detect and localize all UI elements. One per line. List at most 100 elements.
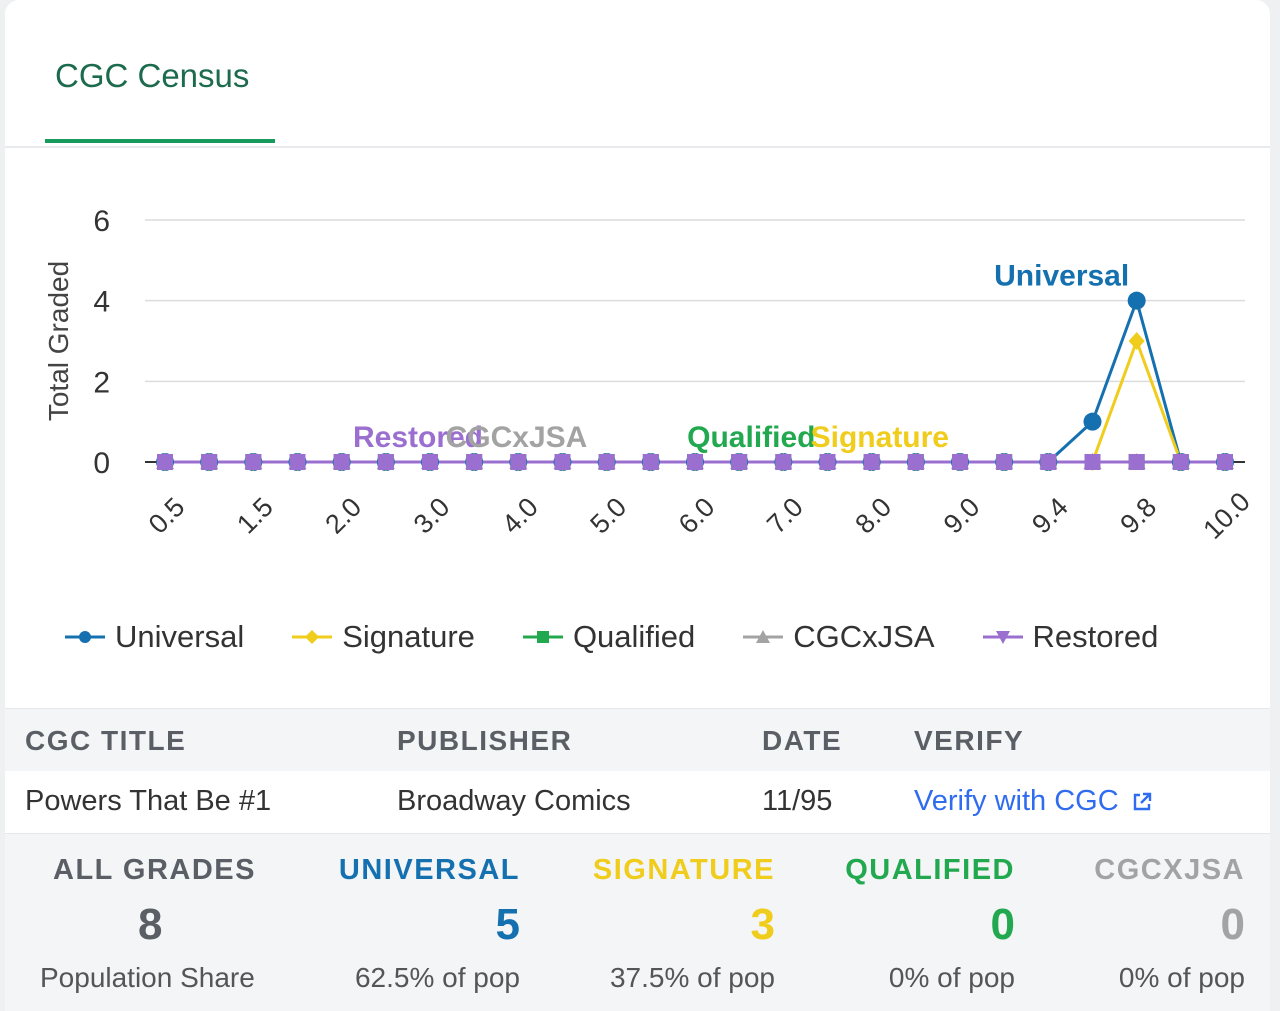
annotation-label: Universal — [994, 260, 1129, 293]
annotation-label: Signature — [811, 421, 949, 454]
stat-signature: SIGNATURE 3 37.5% of pop — [593, 854, 780, 1004]
x-tick-label: 2.0 — [319, 492, 367, 540]
x-tick-label: 10.0 — [1197, 486, 1255, 544]
data-point — [466, 454, 483, 470]
data-point — [1040, 454, 1057, 470]
comic-title: Powers That Be #1 — [25, 785, 272, 817]
data-point — [1084, 454, 1101, 470]
diamond-marker-icon — [292, 630, 333, 644]
y-axis-label: Total Graded — [43, 261, 74, 421]
stat-sub: 62.5% of pop — [354, 962, 520, 993]
stat-value: 8 — [138, 900, 163, 949]
data-point — [819, 454, 836, 470]
legend-label: Qualified — [572, 619, 696, 654]
tab-bar: CGC Census — [5, 0, 1270, 148]
data-point — [245, 454, 262, 470]
annotation-label: CGCxJSA — [446, 421, 588, 454]
publisher-name: Broadway Comics — [397, 785, 631, 817]
data-point — [598, 454, 615, 470]
data-point — [377, 454, 394, 470]
y-tick-label: 4 — [93, 286, 110, 319]
square-marker-icon — [522, 631, 563, 643]
stat-value: 3 — [750, 900, 775, 949]
legend-label: Signature — [342, 619, 475, 654]
info-table-header: CGC TITLE PUBLISHER DATE VERIFY — [5, 708, 1270, 772]
stat-label: QUALIFIED — [845, 854, 1015, 886]
data-point — [642, 454, 659, 470]
data-point — [863, 454, 880, 470]
tab-cgc-census[interactable]: CGC Census — [45, 55, 275, 143]
x-tick-label: 5.0 — [584, 492, 632, 540]
legend-label: Restored — [1032, 619, 1159, 654]
stat-sub: 0% of pop — [888, 962, 1015, 993]
x-tick-label: 3.0 — [408, 492, 456, 540]
verify-with-cgc-link[interactable]: Verify with CGC — [914, 785, 1153, 818]
stat-label: ALL GRADES — [53, 854, 256, 886]
legend-item-signature[interactable]: Signature — [292, 619, 475, 655]
stat-cgcxjsa: CGCXJSA 0 0% of pop — [1075, 854, 1250, 1004]
data-point — [289, 454, 306, 470]
column-header-title: CGC TITLE — [25, 725, 187, 756]
y-tick-label: 2 — [93, 366, 110, 399]
census-chart: 0 2 4 6 Total Graded 0.5 1.5 2.0 3.0 4.0 5.0 6.0 7.0… — [43, 205, 1256, 545]
data-point — [1128, 332, 1145, 350]
stat-value: 0 — [990, 900, 1015, 949]
verify-link-label: Verify with CGC — [914, 785, 1119, 817]
data-point — [1172, 454, 1189, 470]
x-tick-label: 9.8 — [1114, 492, 1162, 540]
legend-item-universal[interactable]: Universal — [65, 619, 244, 655]
chart-legend: Universal Signature Qualified CGCxJSA Re… — [65, 612, 1245, 662]
stat-all-grades: ALL GRADES 8 Population Share — [40, 854, 275, 1004]
data-point — [996, 454, 1013, 470]
data-point — [775, 454, 792, 470]
stat-universal: UNIVERSAL 5 62.5% of pop — [338, 854, 525, 1004]
column-header-verify: VERIFY — [914, 725, 1025, 756]
tab-label: CGC Census — [55, 57, 250, 94]
legend-item-cgcxjsa[interactable]: CGCxJSA — [743, 619, 935, 655]
data-point — [510, 454, 527, 470]
stat-sub: 37.5% of pop — [609, 962, 775, 993]
census-card: CGC Census 0 2 4 6 Total Graded 0.5 1.5 2.0 3.0 4… — [5, 0, 1270, 1011]
y-tick-label: 0 — [93, 447, 110, 480]
stat-value: 5 — [495, 900, 520, 949]
column-header-publisher: PUBLISHER — [397, 725, 573, 756]
table-row: Powers That Be #1 Broadway Comics 11/95 … — [5, 771, 1270, 833]
data-point — [333, 454, 350, 470]
external-link-icon — [1133, 792, 1151, 810]
circle-marker-icon — [65, 631, 105, 643]
data-point — [907, 454, 924, 470]
x-tick-label: 4.0 — [496, 492, 544, 540]
column-header-date: DATE — [762, 725, 843, 756]
stat-sub: Population Share — [40, 962, 255, 993]
data-point — [1083, 412, 1102, 431]
legend-label: Universal — [115, 619, 245, 654]
data-point — [201, 454, 218, 470]
x-tick-label: 9.4 — [1026, 492, 1074, 540]
triangle-marker-icon — [743, 630, 784, 643]
data-point — [952, 454, 968, 470]
data-point — [687, 454, 703, 470]
x-tick-label: 1.5 — [231, 492, 279, 540]
publish-date: 11/95 — [762, 785, 833, 817]
x-tick-label: 9.0 — [938, 492, 986, 540]
annotation-label: Restored — [353, 421, 483, 454]
data-point — [422, 454, 438, 470]
annotation-label: Qualified — [687, 421, 815, 454]
stat-qualified: QUALIFIED 0 0% of pop — [845, 854, 1020, 1004]
population-stats: ALL GRADES 8 Population Share UNIVERSAL … — [5, 833, 1270, 1011]
stat-value: 0 — [1220, 900, 1245, 949]
data-point — [157, 454, 173, 470]
stat-sub: 0% of pop — [1118, 962, 1245, 993]
x-tick-label: 8.0 — [849, 492, 897, 540]
y-tick-label: 6 — [93, 205, 110, 238]
data-point — [554, 454, 571, 470]
data-point — [1128, 454, 1145, 470]
legend-label: CGCxJSA — [793, 619, 935, 654]
legend-item-restored[interactable]: Restored — [982, 619, 1159, 655]
stat-label: UNIVERSAL — [338, 854, 520, 886]
legend-item-qualified[interactable]: Qualified — [522, 619, 696, 655]
x-tick-label: 7.0 — [761, 492, 809, 540]
data-point — [1217, 454, 1233, 470]
data-point — [1127, 291, 1146, 310]
triangle-down-marker-icon — [982, 631, 1023, 644]
